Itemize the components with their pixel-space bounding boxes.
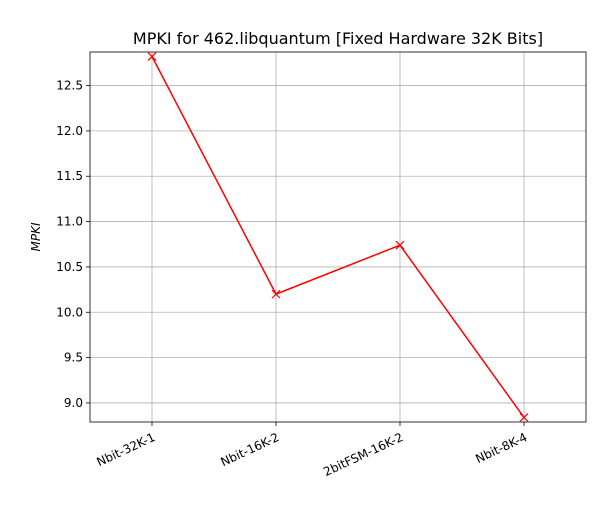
y-tick-label: 9.0 bbox=[64, 396, 83, 410]
y-axis-label: MPKI bbox=[29, 222, 43, 251]
y-tick-label: 11.0 bbox=[56, 215, 83, 229]
data-point-marker bbox=[147, 52, 157, 61]
marker-stroke bbox=[147, 52, 157, 61]
y-tick-label: 12.5 bbox=[56, 79, 83, 93]
data-point-marker bbox=[395, 240, 405, 250]
axes bbox=[86, 51, 587, 426]
x-tick-label: Nbit-8K-4 bbox=[473, 430, 529, 466]
y-tick-label: 11.5 bbox=[56, 169, 83, 183]
series-layer bbox=[147, 52, 529, 422]
y-tick-label: 10.5 bbox=[56, 260, 83, 274]
y-tick-label: 10.0 bbox=[56, 305, 83, 319]
marker-stroke bbox=[519, 413, 529, 422]
chart-title: MPKI for 462.libquantum [Fixed Hardware … bbox=[133, 29, 543, 48]
marker-stroke bbox=[395, 240, 405, 250]
y-tick-label: 12.0 bbox=[56, 124, 83, 138]
y-tick-labels: 9.0 9.5 10.0 10.5 11.0 11.5 12.0 12.5 bbox=[56, 79, 83, 410]
data-point-marker bbox=[519, 413, 529, 422]
y-tick-label: 9.5 bbox=[64, 351, 83, 365]
data-point-marker bbox=[271, 289, 281, 299]
x-tick-label: Nbit-16K-2 bbox=[218, 430, 281, 469]
grid-lines bbox=[90, 52, 586, 422]
x-tick-label: Nbit-32K-1 bbox=[94, 430, 157, 469]
x-tick-label: 2bitFSM-16K-2 bbox=[321, 430, 405, 479]
x-tick-labels: Nbit-32K-1 Nbit-16K-2 2bitFSM-16K-2 Nbit-8K… bbox=[94, 430, 529, 479]
plot-frame bbox=[89, 51, 587, 423]
marker-stroke bbox=[271, 289, 281, 299]
series-line bbox=[151, 56, 525, 418]
